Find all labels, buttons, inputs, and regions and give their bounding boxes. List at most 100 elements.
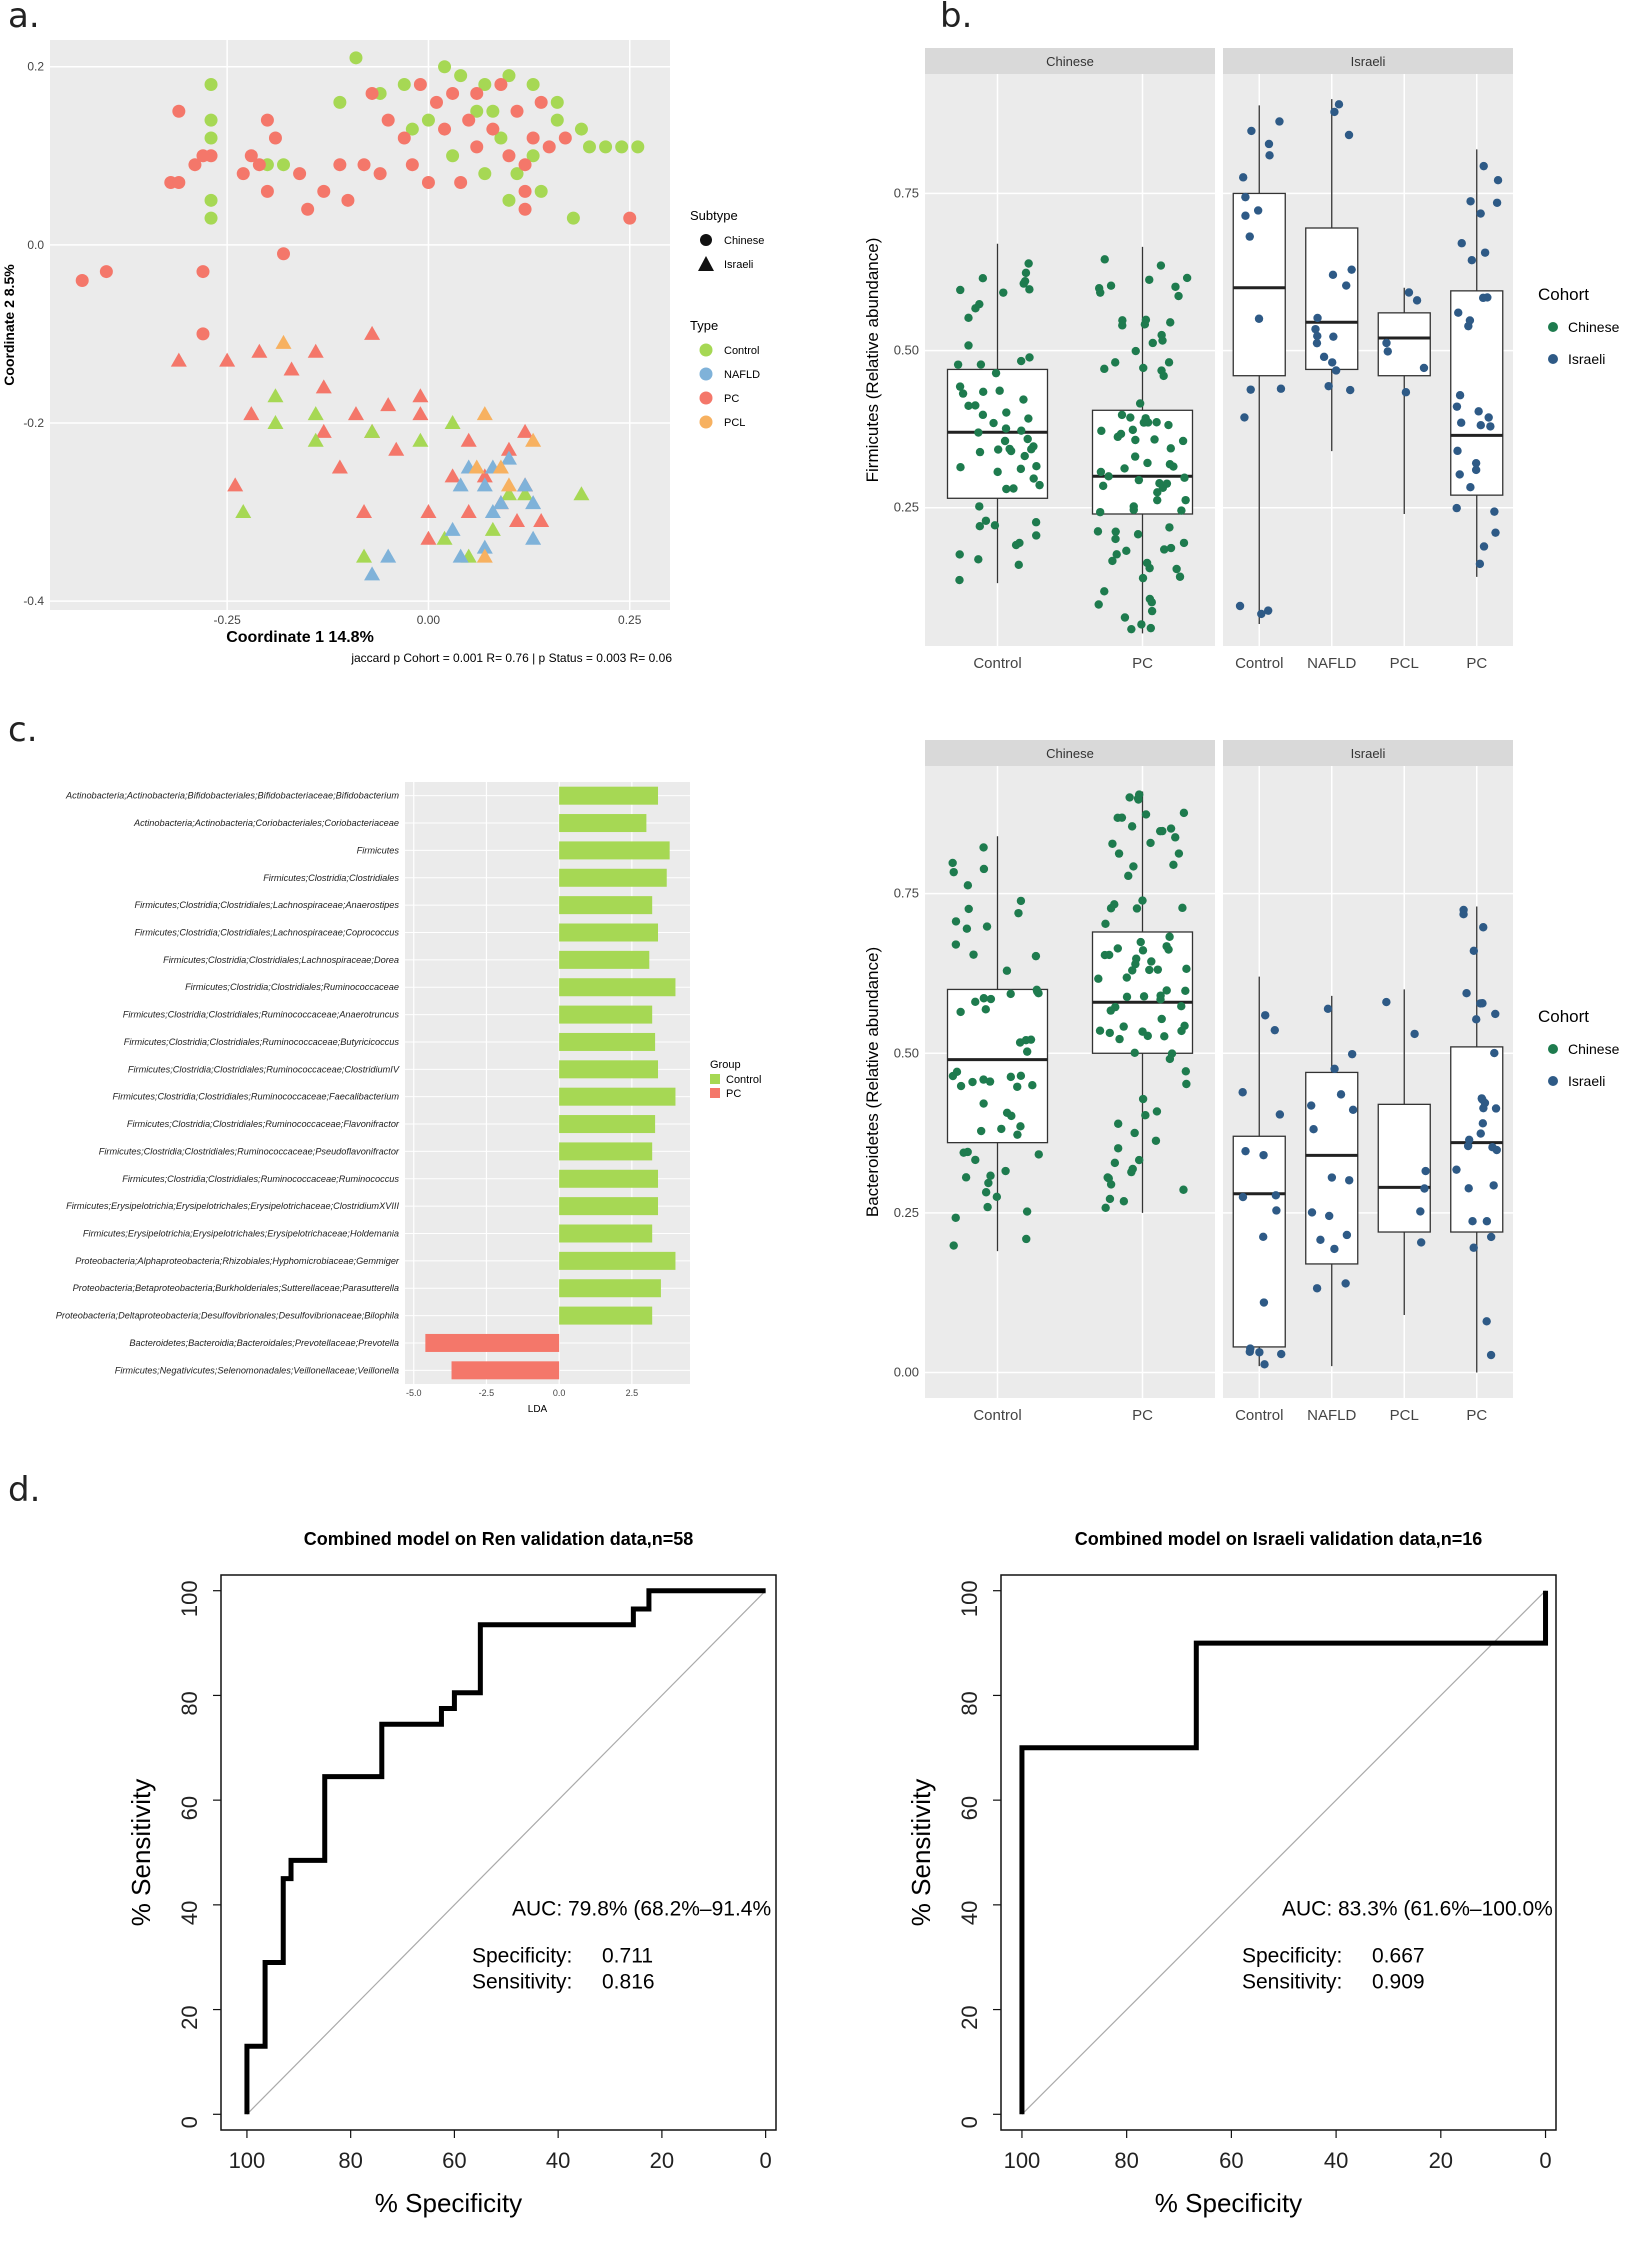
scatter-point-circle — [405, 158, 419, 172]
jitter-point — [979, 1099, 988, 1108]
jitter-point — [1025, 285, 1034, 294]
jitter-point — [1454, 308, 1463, 317]
jitter-point — [1486, 1232, 1496, 1242]
jitter-point — [1150, 435, 1159, 444]
jitter-point — [1034, 1150, 1043, 1159]
scatter-point-circle — [236, 167, 250, 181]
lda-bar — [559, 978, 676, 997]
scatter-point-circle — [196, 265, 210, 279]
jitter-point — [968, 1077, 977, 1087]
scatter-point-triangle — [573, 486, 590, 501]
x-tick-label: PC — [1466, 1407, 1487, 1424]
jitter-point — [1264, 139, 1274, 149]
jitter-point — [1135, 399, 1145, 408]
scatter-point-triangle — [275, 334, 292, 349]
jitter-point — [1013, 1130, 1022, 1139]
jitter-point — [1132, 904, 1142, 913]
jitter-point — [1324, 1211, 1334, 1221]
lda-bar — [559, 950, 650, 969]
jitter-point — [1020, 451, 1029, 461]
jitter-point — [1141, 810, 1151, 819]
scatter-point-triangle — [492, 459, 509, 474]
scatter-point-circle — [317, 184, 331, 198]
scatter-point-triangle — [267, 414, 284, 429]
jitter-point — [1491, 528, 1500, 537]
jitter-point — [1420, 1184, 1429, 1193]
jitter-point — [1488, 1143, 1497, 1152]
scatter-point-triangle — [476, 406, 493, 421]
jitter-point — [1245, 232, 1254, 241]
scatter-point-triangle — [315, 379, 332, 394]
scatter-point-circle — [357, 158, 371, 172]
taxon-label: Firmicutes — [357, 845, 400, 855]
jitter-point — [1031, 951, 1041, 961]
jitter-point — [1020, 276, 1030, 286]
jitter-point — [1021, 268, 1031, 278]
jitter-point — [1327, 1173, 1337, 1182]
lda-bar — [559, 1306, 653, 1325]
jitter-point — [1486, 422, 1495, 431]
scatter-point-circle — [478, 78, 492, 92]
jitter-point — [1035, 480, 1044, 490]
x-tick-label: Control — [973, 655, 1021, 672]
y-tick-label: -0.2 — [23, 416, 44, 430]
jitter-point — [1116, 429, 1126, 439]
scatter-point-triangle — [219, 352, 236, 367]
scatter-point-circle — [188, 158, 202, 172]
x-tick-label: 60 — [442, 2148, 466, 2173]
jitter-point — [1235, 601, 1245, 611]
scatter-point-circle — [526, 78, 540, 92]
jitter-point — [1259, 1232, 1268, 1242]
jitter-point — [1130, 1128, 1139, 1138]
taxon-label: Firmicutes;Erysipelotrichia;Erysipelotri… — [66, 1201, 399, 1211]
scatter-point-circle — [470, 140, 484, 154]
jitter-point — [1124, 871, 1133, 881]
jitter-point — [986, 1171, 995, 1180]
jitter-point — [1122, 973, 1132, 982]
scatter-point-circle — [518, 158, 532, 172]
jitter-point — [1138, 573, 1148, 583]
legend-label: PC — [726, 1088, 741, 1100]
jitter-point — [1246, 385, 1255, 394]
scatter-point-triangle — [356, 548, 373, 563]
jitter-point — [986, 994, 996, 1004]
legend-type-label: PCL — [724, 417, 745, 429]
scatter-point-triangle — [380, 397, 397, 412]
scatter-point-circle — [566, 211, 580, 225]
roc-curve — [244, 1588, 766, 2115]
jitter-point — [1118, 321, 1127, 330]
scatter-point-triangle — [444, 521, 461, 536]
jitter-point — [1016, 1122, 1025, 1131]
jitter-point — [1180, 1021, 1189, 1030]
taxon-label: Firmicutes;Clostridia;Clostridiales;Rumi… — [123, 1010, 400, 1020]
jitter-point — [1492, 198, 1502, 207]
plot-frame — [220, 1574, 777, 2131]
scatter-point-circle — [268, 131, 282, 145]
jitter-point — [1164, 945, 1173, 954]
jitter-point — [1165, 460, 1175, 469]
scatter-point-circle — [486, 122, 500, 136]
jitter-point — [1489, 1181, 1498, 1190]
lda-bar — [559, 841, 670, 860]
jitter-point — [1108, 556, 1117, 566]
x-tick-label: NAFLD — [1307, 1407, 1356, 1424]
jitter-point — [1240, 413, 1249, 422]
jitter-point — [1094, 600, 1103, 609]
scatter-point-circle — [550, 113, 564, 127]
specificity-value: 0.711 — [602, 1944, 653, 1967]
jitter-point — [1328, 270, 1338, 280]
legend-label: Control — [726, 1074, 761, 1086]
jitter-point — [1125, 793, 1134, 802]
box-iqr — [1232, 192, 1286, 377]
jitter-point — [1165, 523, 1174, 532]
jitter-point — [1026, 1035, 1036, 1044]
jitter-point — [976, 1126, 986, 1136]
y-axis-title: % Sensitivity — [126, 1779, 156, 1926]
scatter-point-circle — [502, 193, 516, 207]
jitter-point — [974, 555, 983, 564]
jitter-point — [1120, 613, 1130, 622]
scatter-point-triangle — [283, 361, 300, 376]
sensitivity-value: 0.909 — [1372, 1971, 1425, 1994]
jitter-point — [1476, 1129, 1485, 1138]
lda-bar — [559, 1251, 676, 1270]
